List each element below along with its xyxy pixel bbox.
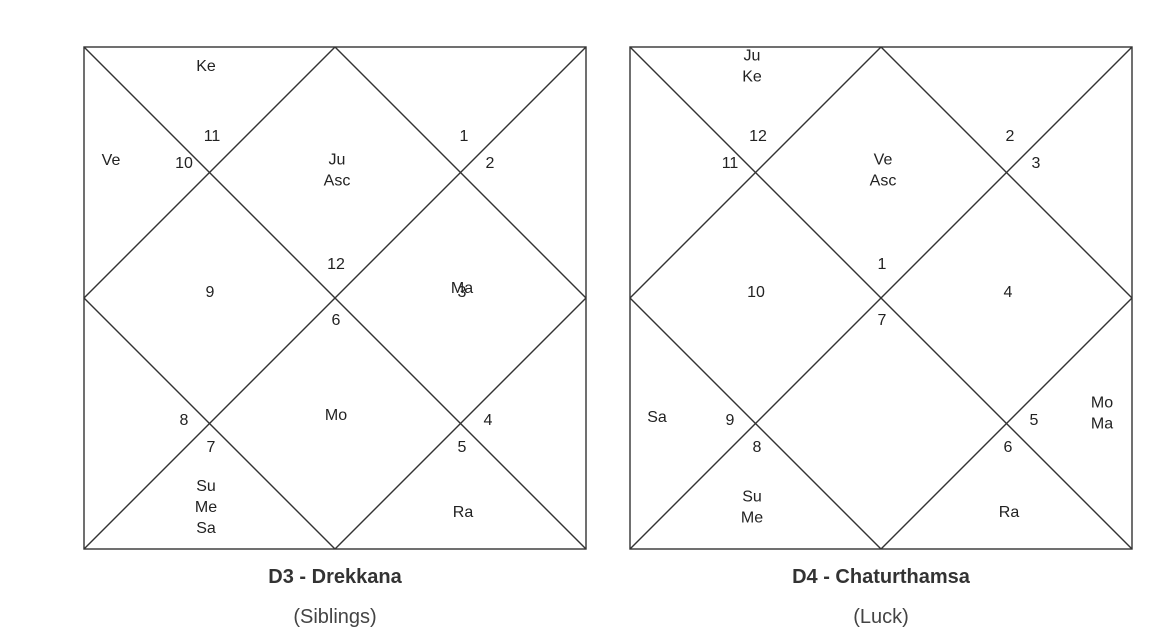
d3-chart-title: D3 - Drekkana [268, 566, 402, 588]
d4-chart-subtitle: (Luck) [853, 606, 909, 628]
house-4-sign-number: 10 [747, 284, 765, 301]
chart-grid-line [880, 297, 1133, 550]
house-1-sign-number: 12 [327, 256, 345, 273]
house-5-sign-number: 8 [180, 412, 189, 429]
house-1-planet: Ju [329, 152, 346, 169]
house-5-planet: Mo [1091, 395, 1113, 412]
house-2-sign-number: 11 [204, 128, 221, 145]
chart-grid-line [629, 46, 882, 299]
house-3-sign-number: 11 [722, 155, 739, 172]
d3-chart: 12 Ju Asc 11 10 9 Ma 8 7 Ra 6 Mo 5 Su Me Sa 4 3 2 Ve 1 Ke [83, 46, 587, 550]
house-5-sign-number: 9 [726, 412, 735, 429]
house-12-sign-number: 2 [1006, 128, 1015, 145]
house-7-sign-number: 7 [878, 312, 887, 329]
house-9-sign-number: 5 [1030, 412, 1039, 429]
house-3-sign-number: 10 [175, 155, 193, 172]
chart-grid-line [83, 46, 587, 550]
house-12-planet: Ju [744, 48, 761, 65]
house-8-planet: Me [741, 510, 763, 527]
house-12-sign-number: 1 [460, 128, 469, 145]
house-8-sign-number: 6 [1004, 439, 1013, 456]
house-9-planet: Sa [647, 409, 667, 426]
house-1-planet: Asc [324, 173, 351, 190]
chart-grid-line [629, 46, 1133, 550]
chart-grid-line [83, 46, 336, 299]
house-12-planet: Ke [742, 69, 762, 86]
house-1-sign-number: 1 [878, 256, 887, 273]
house-12-planet: Ke [196, 58, 216, 75]
house-6-sign-number: 7 [207, 439, 216, 456]
house-6-planet: Ra [999, 504, 1020, 521]
d4-chart-title: D4 - Chaturthamsa [792, 566, 970, 588]
house-4-planet: Ma [451, 280, 473, 297]
house-11-sign-number: 3 [1032, 155, 1041, 172]
house-9-sign-number: 4 [484, 412, 493, 429]
house-2-sign-number: 12 [749, 128, 767, 145]
house-8-planet: Su [196, 478, 216, 495]
house-8-planet: Me [195, 499, 217, 516]
chart-grid-line [83, 297, 336, 550]
house-6-planet: Ra [453, 504, 474, 521]
chart-grid-line [334, 46, 587, 299]
d4-chart: 1 Ve Asc 12 11 10 9 Mo Ma 8 Ra 7 6 Su Me 5 Sa 4 32 Ju Ke [629, 46, 1133, 550]
house-8-sign-number: 5 [458, 439, 467, 456]
house-11-planet: Ve [102, 152, 121, 169]
house-8-planet: Sa [196, 520, 216, 537]
house-10-sign-number: 3 [458, 284, 467, 301]
chart-grid-line [880, 46, 1133, 299]
house-7-sign-number: 6 [332, 312, 341, 329]
house-1-planet: Ve [874, 152, 893, 169]
d3-chart-subtitle: (Siblings) [293, 606, 377, 628]
house-10-sign-number: 4 [1004, 284, 1013, 301]
house-4-sign-number: 9 [206, 284, 215, 301]
chart-grid-line [334, 297, 587, 550]
house-7-planet: Mo [325, 407, 347, 424]
house-8-planet: Su [742, 489, 762, 506]
house-11-sign-number: 2 [486, 155, 495, 172]
chart-grid-line [629, 297, 882, 550]
house-6-sign-number: 8 [753, 439, 762, 456]
house-1-planet: Asc [870, 173, 897, 190]
house-5-planet: Ma [1091, 416, 1113, 433]
